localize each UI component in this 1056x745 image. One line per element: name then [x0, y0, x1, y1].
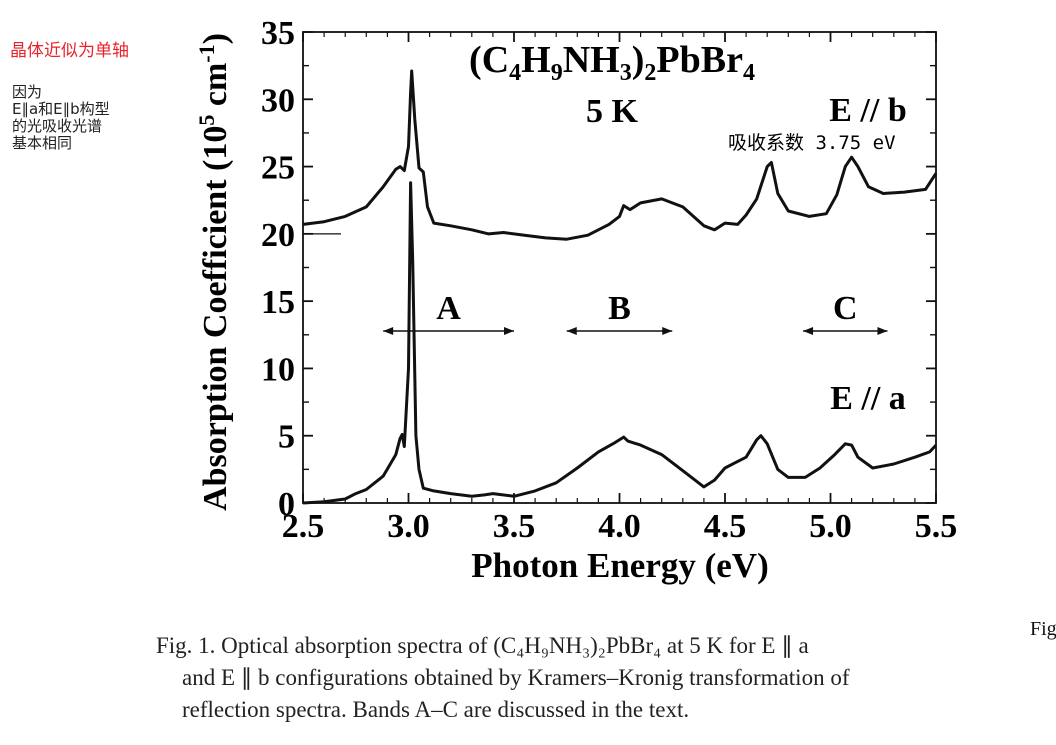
band-layer: A B C	[383, 290, 888, 335]
caption-line-1: Fig. 1. Optical absorption spectra of (C…	[156, 633, 809, 658]
band-label-c: C	[833, 290, 858, 327]
y-tick-label-5: 5	[278, 419, 295, 456]
band-label-a: A	[436, 290, 461, 327]
y-tick-label-10: 10	[261, 351, 295, 388]
y-tick-label-35: 35	[261, 15, 295, 52]
caption-line-3: reflection spectra. Bands A–C are discus…	[182, 697, 690, 722]
y-tick-label-0: 0	[278, 486, 295, 523]
y-tick-label-20: 20	[261, 217, 295, 254]
chart-subtitle: 5 K	[586, 93, 639, 130]
x-tick-label-4.0: 4.0	[598, 508, 641, 545]
black-annotation: 因为 E∥a和E∥b构型 的光吸收光谱 基本相同	[12, 84, 177, 152]
caption-line-2: and E ∥ b configurations obtained by Kra…	[182, 665, 850, 690]
black-annotation-line-3: 的光吸收光谱	[12, 117, 103, 135]
x-axis-label: Photon Energy (eV)	[471, 546, 768, 585]
tick-labels: 0 5 10 15 20 25 30 35 2.5 3.0 3.5 4.0 4.5 5.0 5.5	[261, 15, 957, 545]
black-annotation-line-4: 基本相同	[12, 134, 73, 152]
axis-ticks	[302, 31, 937, 504]
y-tick-label-15: 15	[261, 284, 295, 321]
inline-note: 吸收系数 3.75 eV	[728, 132, 896, 154]
series-line-e-parallel-a	[302, 181, 938, 505]
band-arrowhead-left-b	[566, 327, 577, 335]
x-tick-label-5.5: 5.5	[915, 508, 958, 545]
band-label-b: B	[608, 290, 631, 327]
x-tick-label-3.5: 3.5	[493, 508, 536, 545]
series-label-e-b: E // b	[829, 92, 906, 129]
series-layer	[302, 69, 938, 505]
band-arrowhead-left-c	[803, 327, 814, 335]
figure-caption: Fig. 1. Optical absorption spectra of (C…	[156, 630, 1006, 726]
black-annotation-line-1: 因为	[12, 83, 43, 101]
x-tick-label-5.0: 5.0	[809, 508, 852, 545]
x-tick-label-2.5: 2.5	[282, 508, 325, 545]
y-tick-label-25: 25	[261, 150, 295, 187]
chart-title: (C4H9NH3)2PbBr4	[469, 39, 755, 86]
y-axis-label: Absorption Coefficient (105 cm-1)	[194, 33, 234, 511]
figure-label-cutoff: Fig	[1030, 618, 1056, 640]
x-tick-label-4.5: 4.5	[704, 508, 747, 545]
black-annotation-line-2: E∥a和E∥b构型	[12, 100, 110, 118]
series-label-e-a: E // a	[830, 380, 906, 417]
band-arrowhead-right-b	[662, 327, 673, 335]
x-tick-label-3.0: 3.0	[387, 508, 430, 545]
band-arrowhead-right-a	[504, 327, 514, 335]
band-arrowhead-right-c	[877, 327, 888, 335]
red-annotation: 晶体近似为单轴	[10, 41, 129, 61]
series-line-e-parallel-b	[302, 69, 938, 241]
y-tick-label-30: 30	[261, 82, 295, 119]
band-arrowhead-left-a	[383, 327, 394, 335]
